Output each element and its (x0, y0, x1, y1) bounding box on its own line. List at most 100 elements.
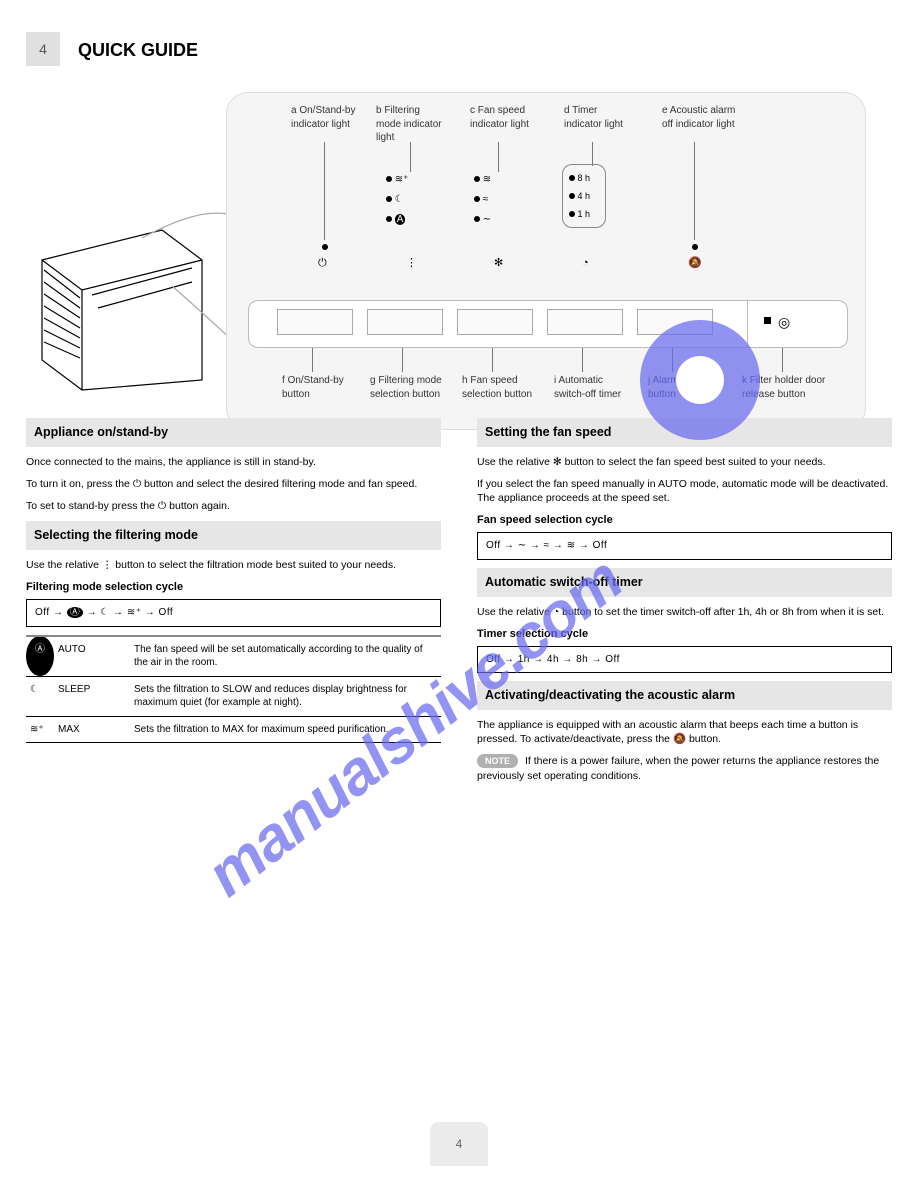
footer-page-tab: 4 (430, 1122, 488, 1166)
cycle-arrow-1: → (53, 607, 64, 618)
timer-p1a: Use the relative (477, 606, 553, 618)
mode-p1a: Use the relative (26, 559, 102, 571)
table-row (26, 743, 441, 744)
alarm-icon-inline: 🔕 (673, 733, 686, 745)
section-head-mode: Selecting the filtering mode (26, 521, 441, 550)
power-icon-inline: ⏻ (133, 478, 141, 490)
callout-h: h Fan speed selection button (462, 374, 538, 401)
auto-mode-name: AUTO (54, 636, 130, 677)
callout-f-text: On/Stand-by button (282, 375, 344, 400)
note-badge: NOTE (477, 754, 518, 768)
fan-p1b: button to select the fan speed best suit… (565, 456, 826, 468)
callout-line-a (324, 142, 325, 240)
alarm-note: NOTE If there is a power failure, when t… (477, 754, 892, 782)
timer-button[interactable] (547, 309, 623, 335)
callout-b-text: Filtering mode indicator light (376, 105, 442, 143)
callout-line-d (592, 142, 593, 166)
cycle-max: ≋⁺ (127, 607, 142, 618)
timer-indicators: 8 h 4 h 1 h (562, 164, 606, 228)
fan-cycle-sub: Fan speed selection cycle (477, 513, 892, 528)
left-column: Appliance on/stand-by Once connected to … (26, 418, 441, 791)
callout-g: g Filtering mode selection button (370, 374, 448, 401)
on-standby-button[interactable] (277, 309, 353, 335)
cycle-off-2: Off (159, 607, 174, 618)
timer-p1b: button to set the timer switch-off after… (562, 606, 884, 618)
alarm-note-text: If there is a power failure, when the po… (477, 755, 879, 781)
alarm-p1b: To activate/deactivate, press the (520, 733, 673, 745)
section-head-timer: Automatic switch-off timer (477, 568, 892, 597)
mode-cycle-sub: Filtering mode selection cycle (26, 580, 441, 595)
alarm-off-icon: 🔕 (688, 256, 702, 271)
callout-d-text: Timer indicator light (564, 105, 623, 130)
fan-p1: Use the relative ✻ button to select the … (477, 455, 892, 469)
callout-k: k Filter holder door release button (742, 374, 838, 401)
alarm-off-button[interactable] (637, 309, 713, 335)
callout-k-text: Filter holder door release button (742, 375, 825, 400)
mode-button[interactable] (367, 309, 443, 335)
callout-line-f (312, 348, 313, 372)
power-icon-inline-2: ⏻ (158, 500, 166, 512)
timer-cycle-box: Off → 1h → 4h → 8h → Off (477, 646, 892, 674)
cycle-arrow-2: → (87, 607, 98, 618)
mode-cycle-box: Off → Ⓐ → ☾ → ≋⁺ → Off (26, 599, 441, 627)
timer-p1: Use the relative ◔ button to set the tim… (477, 605, 892, 619)
callout-e-text: Acoustic alarm off indicator light (662, 105, 735, 130)
power-p2a: To turn it on, press the (26, 478, 133, 490)
dot-e (692, 240, 698, 255)
callout-d: d Timer indicator light (564, 104, 630, 131)
callout-j-text: Alarm off button (648, 375, 692, 400)
callout-line-h (492, 348, 493, 372)
section-head-power: Appliance on/stand-by (26, 418, 441, 447)
callout-e: e Acoustic alarm off indicator light (662, 104, 744, 131)
callout-i-text: Automatic switch-off timer (554, 375, 621, 400)
callout-g-text: Filtering mode selection button (370, 375, 442, 400)
power-p2: To turn it on, press the ⏻ button and se… (26, 477, 441, 491)
page-number-box: 4 (26, 32, 60, 66)
fan-p1a: Use the relative (477, 456, 553, 468)
control-panel-diagram: a On/Stand-by indicator light b Filterin… (26, 72, 892, 412)
timer-cycle-sub: Timer selection cycle (477, 627, 892, 642)
callout-i: i Automatic switch-off timer (554, 374, 624, 401)
section-head-fan: Setting the fan speed (477, 418, 892, 447)
content: a On/Stand-by indicator light b Filterin… (26, 72, 892, 412)
power-p3b: button again. (169, 500, 230, 512)
table-row: ≋⁺ MAX Sets the filtration to MAX for ma… (26, 716, 441, 743)
timer-4h-label: 4 h (578, 191, 591, 201)
timer-icon: ◔ (582, 256, 589, 271)
cycle-arrow-4: → (145, 607, 156, 618)
callout-line-c (498, 142, 499, 172)
callout-line-b (410, 142, 411, 172)
callout-line-k (782, 348, 783, 372)
fan-cycle-box: Off → ∼ → ≈ → ≋ → Off (477, 532, 892, 560)
alarm-p1: The appliance is equipped with an acoust… (477, 718, 892, 746)
dot-a (322, 240, 328, 255)
appliance-illustration (32, 190, 242, 400)
max-mode-desc: Sets the filtration to MAX for maximum s… (130, 716, 441, 743)
alarm-p1c: button. (689, 733, 721, 745)
fan-icon: ✻ (494, 256, 503, 271)
text-columns: Appliance on/stand-by Once connected to … (26, 418, 892, 791)
max-mode-name: MAX (54, 716, 130, 743)
door-release-area: ◎ (747, 301, 827, 347)
auto-mode-icon: Ⓐ (26, 636, 54, 677)
footer-page-number: 4 (456, 1136, 463, 1152)
timer-icon-inline: ◔ (553, 606, 559, 618)
power-p2b: button and select the desired filtering … (144, 478, 417, 490)
fan-speed-button[interactable] (457, 309, 533, 335)
callout-line-e (694, 142, 695, 240)
callout-a-text: On/Stand-by indicator light (291, 105, 356, 130)
power-p3: To set to stand-by press the ⏻ button ag… (26, 499, 441, 513)
callout-line-i (582, 348, 583, 372)
power-p1: Once connected to the mains, the applian… (26, 455, 441, 469)
cycle-arrow-3: → (113, 607, 124, 618)
door-release-icon[interactable]: ◎ (778, 313, 790, 332)
right-column: Setting the fan speed Use the relative ✻… (477, 418, 892, 791)
sleep-mode-name: SLEEP (54, 676, 130, 716)
callout-c-text: Fan speed indicator light (470, 105, 529, 130)
callout-b: b Filtering mode indicator light (376, 104, 446, 145)
callout-c: c Fan speed indicator light (470, 104, 534, 131)
cycle-sleep: ☾ (100, 607, 109, 618)
button-panel: ◎ (248, 300, 848, 348)
sleep-mode-icon: ☾ (26, 676, 54, 716)
table-row: ☾ SLEEP Sets the filtration to SLOW and … (26, 676, 441, 716)
